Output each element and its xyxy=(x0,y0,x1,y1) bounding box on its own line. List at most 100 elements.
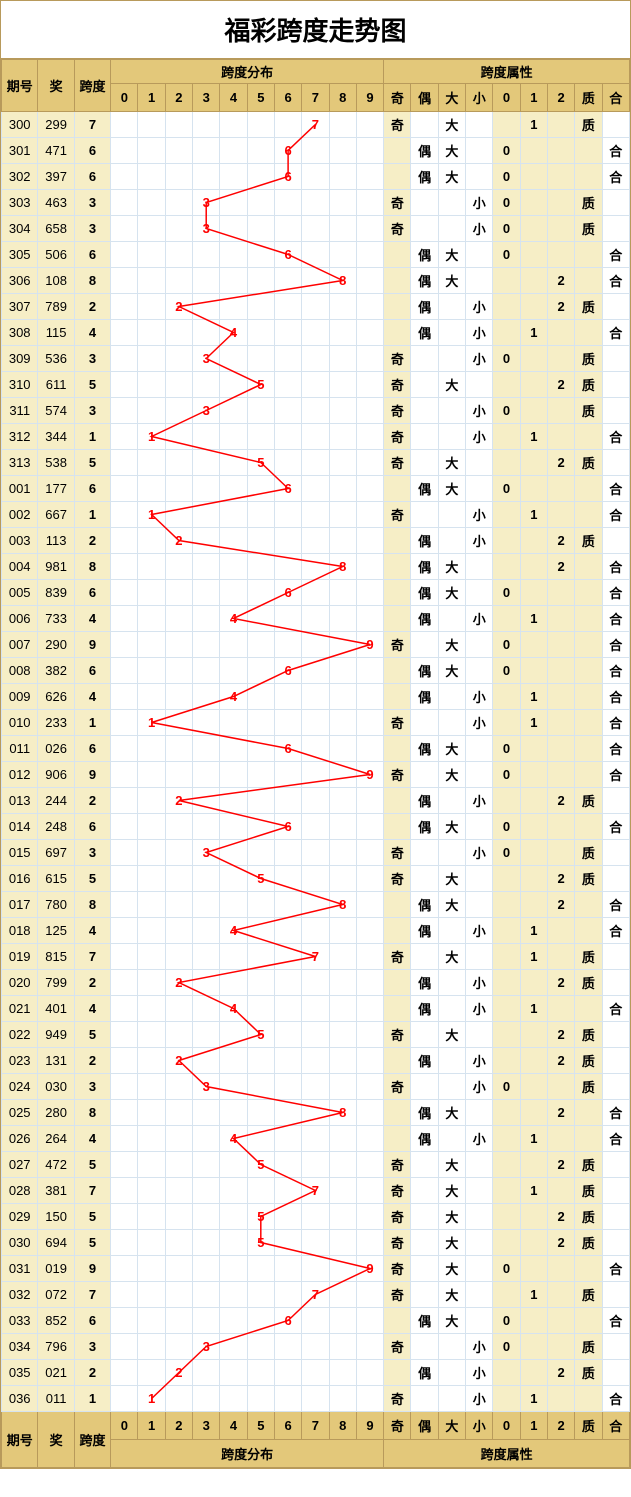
cell-attr-xiao: 小 xyxy=(466,684,493,710)
cell-kuadu: 6 xyxy=(74,164,110,190)
cell-dist-4: 4 xyxy=(220,996,247,1022)
cell-dist-2 xyxy=(165,476,192,502)
cell-dist-7 xyxy=(302,710,329,736)
cell-attr-ji xyxy=(384,658,411,684)
cell-attr-he: 合 xyxy=(602,762,629,788)
cell-attr-ou: 偶 xyxy=(411,1048,438,1074)
cell-attr-r1 xyxy=(520,190,547,216)
cell-dist-7 xyxy=(302,736,329,762)
cell-dist-5 xyxy=(247,1048,274,1074)
cell-dist-4 xyxy=(220,788,247,814)
table-row: 30811544偶小1合 xyxy=(2,320,630,346)
cell-attr-r0 xyxy=(493,1152,520,1178)
cell-attr-r2 xyxy=(547,840,574,866)
cell-dist-7 xyxy=(302,1256,329,1282)
cell-kuadu: 2 xyxy=(74,970,110,996)
cell-attr-r0 xyxy=(493,970,520,996)
cell-attr-xiao xyxy=(466,1152,493,1178)
table-row: 02747255奇大2质 xyxy=(2,1152,630,1178)
cell-attr-he: 合 xyxy=(602,996,629,1022)
cell-dist-1 xyxy=(138,1282,165,1308)
cell-dist-2 xyxy=(165,216,192,242)
cell-attr-r1 xyxy=(520,1334,547,1360)
cell-dist-7 xyxy=(302,606,329,632)
cell-dist-5 xyxy=(247,138,274,164)
cell-attr-he xyxy=(602,840,629,866)
cell-dist-6 xyxy=(274,528,301,554)
cell-dist-5 xyxy=(247,346,274,372)
cell-kuadu: 3 xyxy=(74,346,110,372)
cell-attr-r1 xyxy=(520,970,547,996)
cell-attr-ji: 奇 xyxy=(384,1204,411,1230)
cell-attr-ou xyxy=(411,632,438,658)
ftr-dist-7: 7 xyxy=(302,1412,329,1440)
cell-dist-4 xyxy=(220,1048,247,1074)
cell-attr-r2: 2 xyxy=(547,372,574,398)
cell-attr-ji: 奇 xyxy=(384,1178,411,1204)
cell-jiang: 574 xyxy=(38,398,74,424)
cell-attr-ji: 奇 xyxy=(384,1256,411,1282)
cell-dist-2 xyxy=(165,1100,192,1126)
cell-attr-r1 xyxy=(520,398,547,424)
cell-dist-6 xyxy=(274,1230,301,1256)
cell-dist-3 xyxy=(193,1048,220,1074)
cell-dist-5 xyxy=(247,606,274,632)
cell-jiang: 615 xyxy=(38,866,74,892)
cell-attr-r1 xyxy=(520,242,547,268)
cell-attr-zhi xyxy=(575,1308,602,1334)
cell-dist-4: 4 xyxy=(220,918,247,944)
cell-period: 029 xyxy=(2,1204,38,1230)
cell-dist-8 xyxy=(329,1178,356,1204)
cell-dist-4 xyxy=(220,372,247,398)
cell-dist-9 xyxy=(356,1360,383,1386)
cell-attr-xiao xyxy=(466,1282,493,1308)
cell-dist-6 xyxy=(274,268,301,294)
cell-dist-5 xyxy=(247,684,274,710)
cell-dist-6 xyxy=(274,1386,301,1412)
ftr-dist-2: 2 xyxy=(165,1412,192,1440)
cell-attr-r0: 0 xyxy=(493,190,520,216)
cell-attr-zhi xyxy=(575,138,602,164)
cell-attr-xiao xyxy=(466,944,493,970)
cell-attr-ou: 偶 xyxy=(411,268,438,294)
cell-dist-7 xyxy=(302,450,329,476)
cell-attr-he xyxy=(602,216,629,242)
cell-attr-r2: 2 xyxy=(547,450,574,476)
cell-dist-9 xyxy=(356,138,383,164)
cell-attr-zhi xyxy=(575,996,602,1022)
cell-attr-da xyxy=(438,190,465,216)
ftr-dist-group: 跨度分布 xyxy=(111,1440,384,1468)
cell-period: 306 xyxy=(2,268,38,294)
cell-dist-2 xyxy=(165,320,192,346)
hdr-dist-4: 4 xyxy=(220,84,247,112)
cell-attr-da: 大 xyxy=(438,268,465,294)
cell-dist-0 xyxy=(111,398,138,424)
table-row: 03101999奇大0合 xyxy=(2,1256,630,1282)
hdr-attr: 0 xyxy=(493,84,520,112)
cell-attr-ji xyxy=(384,294,411,320)
cell-dist-3 xyxy=(193,658,220,684)
hdr-dist-9: 9 xyxy=(356,84,383,112)
cell-dist-3 xyxy=(193,632,220,658)
cell-attr-he xyxy=(602,1230,629,1256)
cell-dist-1 xyxy=(138,1048,165,1074)
cell-attr-ou xyxy=(411,1152,438,1178)
cell-kuadu: 5 xyxy=(74,866,110,892)
cell-kuadu: 6 xyxy=(74,1308,110,1334)
cell-attr-he xyxy=(602,346,629,372)
ftr-dist-0: 0 xyxy=(111,1412,138,1440)
cell-dist-7 xyxy=(302,996,329,1022)
cell-kuadu: 7 xyxy=(74,1178,110,1204)
cell-attr-r1: 1 xyxy=(520,502,547,528)
cell-attr-r0: 0 xyxy=(493,242,520,268)
cell-dist-1 xyxy=(138,138,165,164)
cell-period: 011 xyxy=(2,736,38,762)
cell-dist-0 xyxy=(111,1308,138,1334)
cell-attr-zhi xyxy=(575,892,602,918)
cell-attr-ji: 奇 xyxy=(384,216,411,242)
table-row: 31061155奇大2质 xyxy=(2,372,630,398)
cell-dist-8 xyxy=(329,372,356,398)
cell-attr-ji: 奇 xyxy=(384,450,411,476)
ftr-jiang: 奖 xyxy=(38,1412,74,1468)
cell-attr-r0 xyxy=(493,1230,520,1256)
